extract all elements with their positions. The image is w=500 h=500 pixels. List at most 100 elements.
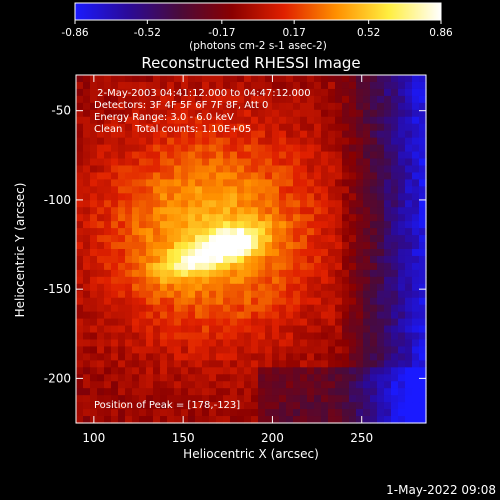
heatmap-cell [356,242,364,250]
heatmap-cell [265,228,273,236]
heatmap-cell [216,88,224,97]
heatmap-cell [209,207,217,215]
heatmap-cell [146,242,154,250]
heatmap-cell [342,409,350,417]
heatmap-cell [321,95,329,104]
heatmap-cell [286,144,294,153]
heatmap-cell [174,242,182,250]
heatmap-cell [300,207,308,215]
heatmap-cell [146,269,154,278]
heatmap-cell [125,332,133,341]
heatmap-cell [300,151,308,160]
heatmap-cell [412,416,420,424]
heatmap-cell [167,249,175,257]
heatmap-cell [237,318,245,327]
heatmap-cell [195,297,203,306]
heatmap-cell [398,360,406,368]
heatmap-cell [223,311,231,320]
heatmap-cell [209,165,217,174]
heatmap-cell [405,332,413,341]
heatmap-cell [244,186,252,194]
heatmap-cell [76,255,84,264]
heatmap-cell [202,332,210,341]
heatmap-cell [377,360,385,368]
heatmap-cell [384,193,392,201]
heatmap-cell [412,367,420,375]
heatmap-cell [104,88,112,97]
heatmap-cell [335,81,343,90]
heatmap-cell [405,395,413,403]
heatmap-cell [349,116,357,125]
heatmap-cell [237,409,245,417]
heatmap-cell [391,75,399,83]
heatmap-cell [293,186,301,194]
heatmap-cell [412,297,420,306]
heatmap-cell [279,193,287,201]
heatmap-cell [146,290,154,299]
heatmap-cell [384,360,392,368]
heatmap-cell [97,200,105,208]
heatmap-cell [342,269,350,278]
heatmap-cell [97,353,105,361]
heatmap-cell [195,276,203,285]
heatmap-cell [118,332,126,341]
heatmap-cell [83,249,91,257]
heatmap-cell [398,367,406,375]
heatmap-cell [328,235,336,243]
heatmap-cell [419,388,427,396]
heatmap-cell [181,165,189,174]
heatmap-cell [412,395,420,403]
heatmap-cell [202,346,210,354]
heatmap-cell [167,193,175,201]
heatmap-cell [181,360,189,368]
heatmap-cell [258,207,266,215]
heatmap-cell [118,360,126,368]
heatmap-cell [293,95,301,104]
heatmap-cell [216,179,224,187]
heatmap-cell [202,179,210,187]
heatmap-cell [160,158,168,167]
heatmap-cell [349,416,357,424]
heatmap-cell [384,137,392,146]
heatmap-cell [356,381,364,389]
heatmap-cell [216,409,224,417]
heatmap-cell [328,207,336,215]
heatmap-cell [202,290,210,299]
heatmap-cell [328,416,336,424]
heatmap-cell [146,367,154,375]
heatmap-cell [174,360,182,368]
heatmap-cell [286,130,294,139]
heatmap-cell [300,367,308,375]
heatmap-cell [139,283,147,292]
heatmap-cell [195,88,203,97]
heatmap-cell [230,109,238,118]
heatmap-cell [118,304,126,313]
heatmap-cell [202,235,210,243]
heatmap-cell [223,290,231,299]
heatmap-cell [181,304,189,313]
heatmap-cell [349,283,357,292]
heatmap-cell [342,255,350,264]
heatmap-cell [335,102,343,111]
heatmap-cell [244,416,252,424]
heatmap-cell [335,388,343,396]
heatmap-cell [412,283,420,292]
heatmap-cell [209,235,217,243]
heatmap-cell [153,304,161,313]
heatmap-cell [300,172,308,180]
heatmap-cell [223,332,231,341]
heatmap-cell [391,353,399,361]
heatmap-cell [111,283,119,292]
heatmap-cell [251,130,259,139]
heatmap-cell [349,374,357,382]
annotation-energy-range: Energy Range: 3.0 - 6.0 keV [94,112,234,123]
heatmap-cell [202,416,210,424]
heatmap-cell [321,158,329,167]
heatmap-cell [391,262,399,271]
heatmap-cell [97,374,105,382]
heatmap-cell [286,116,294,125]
heatmap-cell [209,255,217,264]
heatmap-cell [293,130,301,139]
heatmap-cell [384,332,392,341]
heatmap-cell [230,381,238,389]
